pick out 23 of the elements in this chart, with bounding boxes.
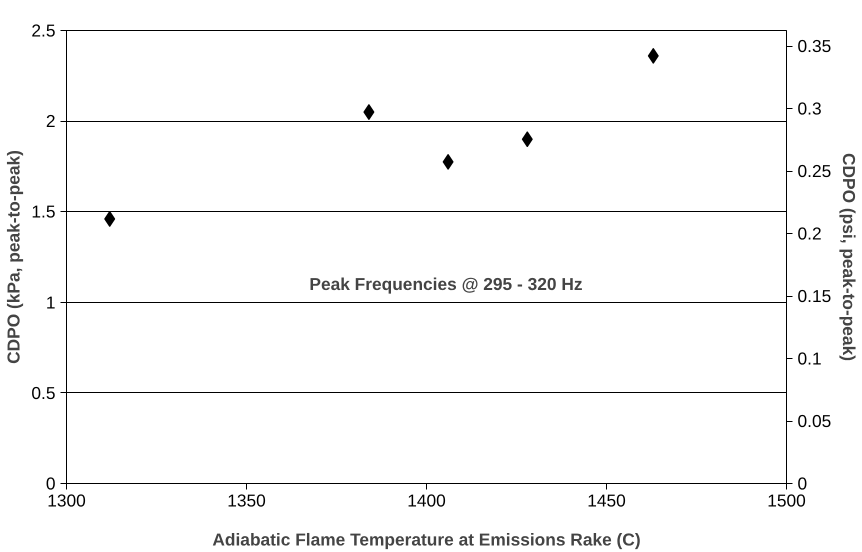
y-tick-label: 2 [46, 111, 56, 132]
y2-axis-title: CDPO (psi, peak-to-peak) [839, 153, 860, 361]
y2-tick-label: 0 [798, 474, 808, 494]
x-tick-label: 1350 [227, 490, 266, 510]
y2-tick-label: 0.05 [798, 411, 832, 432]
y2-tick-label: 0.3 [798, 98, 822, 119]
x-axis-title: Adiabatic Flame Temperature at Emissions Rake (C) [212, 530, 641, 550]
y2-tick-label: 0.1 [798, 348, 822, 369]
y2-tick-label: 0.25 [798, 161, 832, 182]
y2-tick-label: 0.15 [798, 286, 832, 306]
y-tick-label: 1.5 [31, 202, 56, 222]
x-tick-label: 1400 [407, 490, 446, 510]
y2-tick-label: 0.35 [798, 36, 832, 56]
x-tick-label: 1450 [587, 490, 626, 510]
y2-tick-label: 0.2 [798, 224, 822, 244]
y-tick-label: 0 [46, 474, 56, 494]
y-tick-label: 1 [46, 292, 56, 312]
y-tick-label: 2.5 [31, 20, 56, 40]
x-tick-label: 1500 [767, 490, 806, 510]
y-tick-label: 0.5 [31, 382, 56, 403]
annotation: Peak Frequencies @ 295 - 320 Hz [309, 274, 583, 294]
x-tick-label: 1300 [47, 490, 86, 510]
y-axis-title: CDPO (kPa, peak-to-peak) [3, 150, 24, 364]
